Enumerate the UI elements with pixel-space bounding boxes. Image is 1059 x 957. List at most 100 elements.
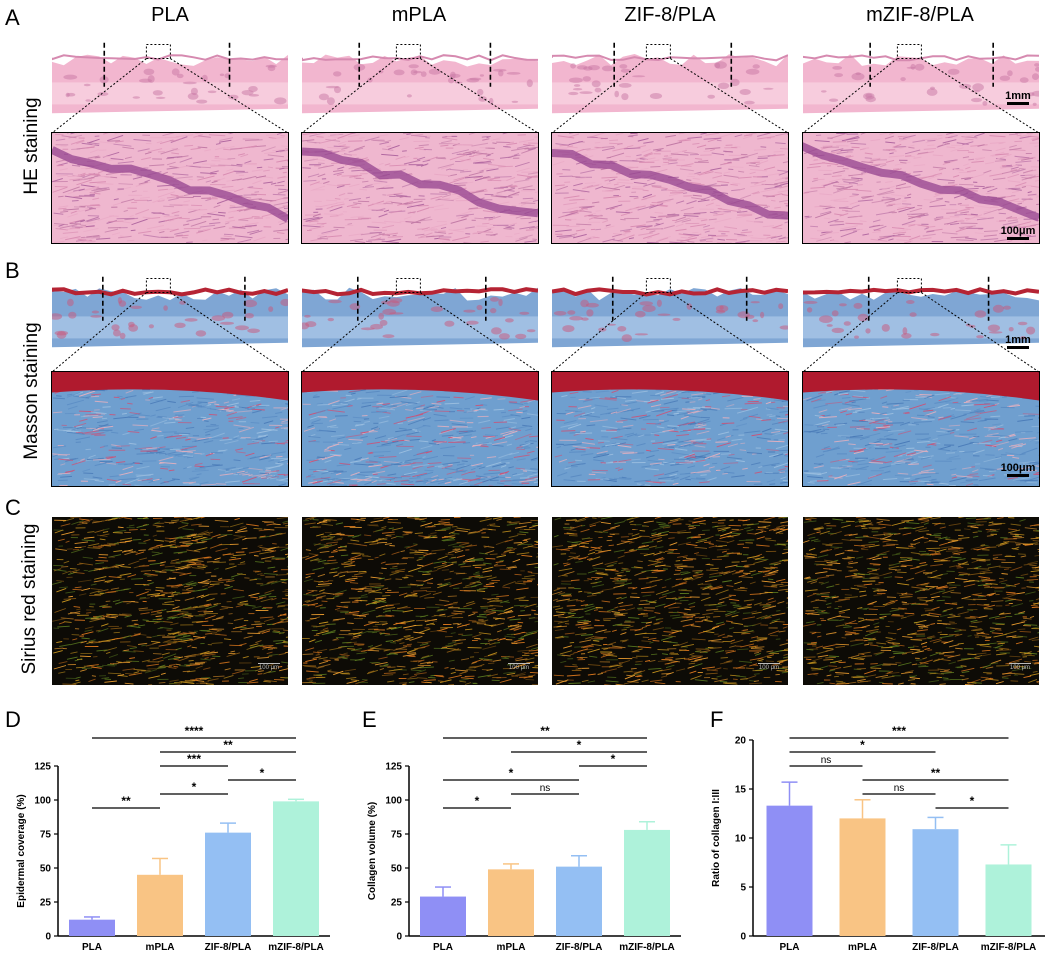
y-tick-label: 0 (45, 932, 51, 943)
category-label: mZIF-8/PLA (619, 942, 675, 953)
y-tick-label: 0 (396, 932, 402, 943)
masson-detail-mzif8-pla (802, 371, 1040, 487)
y-tick-label: 20 (735, 736, 747, 747)
y-tick-label: 25 (391, 898, 403, 909)
category-label: mPLA (146, 942, 175, 953)
significance-label: ns (821, 755, 832, 766)
y-axis-label: Collagen volume (%) (367, 802, 378, 900)
masson-detail-zif8-pla (551, 371, 789, 487)
scale-bar-sirius-pla: 100 μm (258, 663, 280, 671)
scale-bar-he-detail: 100μm (998, 225, 1038, 240)
masson-overview-mzif8-pla (803, 268, 1039, 356)
sirius-zif8-pla (552, 517, 788, 685)
scale-bar-sirius-zif8-pla: 100 μm (758, 663, 780, 671)
he-overview-zif8-pla (552, 34, 788, 122)
significance-label: ** (540, 724, 550, 738)
masson-detail-pla (51, 371, 289, 487)
y-axis-label: Epidermal coverage (%) (16, 794, 27, 907)
y-tick-label: 15 (735, 785, 747, 796)
category-label: mPLA (848, 942, 877, 953)
y-tick-label: 25 (40, 898, 52, 909)
y-tick-label: 50 (391, 864, 403, 875)
bar-zif-8-pla (912, 829, 959, 936)
zoom-guide-lines (51, 58, 1040, 373)
significance-label: ns (540, 783, 551, 794)
significance-label: **** (185, 724, 204, 738)
chart-epidermal-coverage: 0 25 50 75 100 125 Epidermal coverage (%) PLA mP… (16, 724, 330, 953)
significance-label: * (970, 794, 975, 808)
significance-label: * (577, 738, 582, 752)
scale-bar-sirius-mpla: 100 μm (508, 663, 530, 671)
bar-mzif-8-pla (273, 801, 319, 936)
y-tick-label: 100 (385, 796, 402, 807)
y-tick-label: 50 (40, 864, 52, 875)
bar-mpla (839, 818, 886, 936)
panel-letter-b: B (5, 258, 20, 283)
y-tick-label: 75 (40, 830, 52, 841)
chart-collagen-volume: 0 25 50 75 100 125 Collagen volume (%) PLA mPLA Z… (367, 724, 681, 953)
he-detail-mzif8-pla (802, 132, 1040, 244)
column-title-mzif8-pla: mZIF-8/PLA (866, 4, 974, 26)
masson-detail-mpla (301, 371, 539, 487)
y-tick-label: 10 (735, 834, 747, 845)
significance-label: * (611, 752, 616, 766)
category-label: ZIF-8/PLA (912, 942, 959, 953)
significance-label: ** (223, 738, 233, 752)
category-label: mPLA (497, 942, 526, 953)
y-tick-label: 125 (385, 762, 402, 773)
significance-label: ** (121, 794, 131, 808)
significance-label: ** (931, 766, 941, 780)
panel-letter-e: E (362, 707, 377, 732)
significance-label: * (509, 766, 514, 780)
category-label: mZIF-8/PLA (268, 942, 324, 953)
he-overview-mpla (302, 34, 538, 122)
he-detail-mpla (301, 132, 539, 244)
significance-label: ns (894, 783, 905, 794)
bar-mzif-8-pla (624, 829, 670, 936)
bar-mzif-8-pla (985, 864, 1032, 936)
category-label: ZIF-8/PLA (205, 942, 252, 953)
significance-label: * (475, 794, 480, 808)
scale-bar-he-overview: 1mm (998, 90, 1038, 105)
panel-letter-c: C (5, 495, 21, 520)
category-label: PLA (780, 942, 800, 953)
scale-bar-sirius-mzif8-pla: 100 μm (1009, 663, 1031, 671)
y-axis-label: Ratio of collagen I:III (711, 789, 722, 887)
significance-label: * (260, 766, 265, 780)
column-title-pla: PLA (151, 4, 189, 26)
bar-mpla (488, 869, 534, 936)
bar-zif-8-pla (205, 832, 251, 936)
chart-collagen-ratio: 0 5 10 15 20 Ratio of collagen I:III PLA mPLA ZI… (711, 724, 1045, 953)
significance-label: *** (187, 752, 201, 766)
y-tick-label: 75 (391, 830, 403, 841)
category-label: PLA (433, 942, 453, 953)
bar-zif-8-pla (556, 866, 602, 936)
bar-pla (69, 919, 115, 936)
y-tick-label: 125 (34, 762, 51, 773)
category-label: ZIF-8/PLA (556, 942, 603, 953)
panel-letter-f: F (710, 707, 724, 732)
column-title-mpla: mPLA (391, 4, 447, 26)
bar-mpla (137, 874, 183, 936)
y-tick-label: 5 (740, 883, 746, 894)
significance-label: * (860, 738, 865, 752)
category-label: PLA (82, 942, 102, 953)
sirius-mpla (302, 517, 538, 685)
scale-bar-masson-detail: 100μm (998, 462, 1038, 477)
bar-pla (766, 805, 813, 936)
sirius-mzif8-pla (803, 517, 1039, 685)
panel-letter-a: A (5, 5, 20, 30)
y-tick-label: 0 (740, 932, 746, 943)
panel-letter-d: D (5, 707, 21, 732)
y-tick-label: 100 (34, 796, 51, 807)
significance-label: * (192, 780, 197, 794)
bar-pla (420, 896, 466, 936)
column-title-zif8-pla: ZIF-8/PLA (624, 4, 716, 26)
he-overview-pla (52, 34, 288, 122)
he-overview-mzif8-pla (803, 34, 1039, 122)
he-detail-zif8-pla (551, 132, 789, 244)
he-detail-pla (51, 132, 289, 244)
sirius-pla (52, 517, 288, 685)
significance-label: *** (892, 724, 906, 738)
row-label-sirius: Sirius red staining (19, 523, 40, 675)
